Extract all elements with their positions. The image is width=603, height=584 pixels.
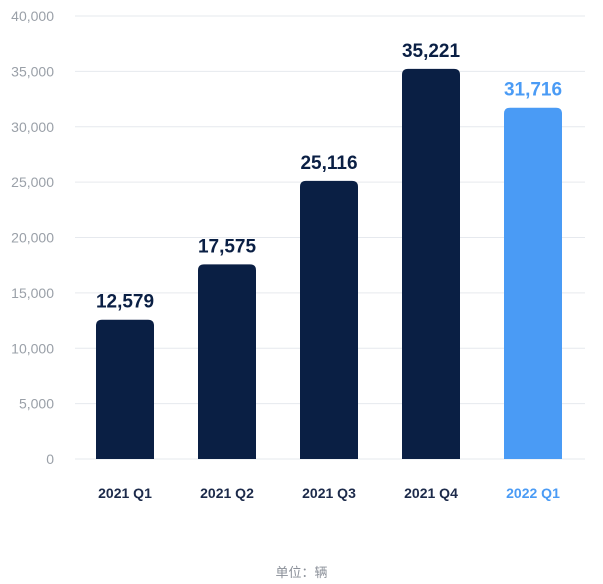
bar — [402, 68, 460, 459]
y-tick-label: 35,000 — [11, 63, 54, 79]
bar — [96, 319, 154, 459]
y-tick-label: 10,000 — [11, 340, 54, 356]
bar-value-label: 17,575 — [198, 236, 257, 257]
y-tick-label: 30,000 — [11, 119, 54, 135]
bar-value-label: 12,579 — [96, 292, 154, 313]
x-tick-label: 2021 Q1 — [98, 485, 152, 501]
y-tick-label: 40,000 — [11, 8, 54, 24]
bar — [198, 264, 256, 459]
y-tick-label: 25,000 — [11, 174, 54, 190]
y-tick-label: 20,000 — [11, 230, 54, 246]
y-tick-label: 0 — [46, 451, 54, 467]
bar-value-label: 25,116 — [300, 153, 357, 174]
x-tick-label: 2021 Q2 — [200, 485, 254, 501]
bar — [504, 107, 562, 459]
unit-note: 单位：辆 — [275, 565, 328, 580]
x-tick-label: 2022 Q1 — [506, 485, 560, 501]
y-tick-label: 15,000 — [11, 285, 54, 301]
bar-value-label: 35,221 — [402, 41, 461, 62]
x-tick-label: 2021 Q4 — [404, 485, 458, 501]
bar — [300, 180, 358, 459]
bar-value-label: 31,716 — [504, 80, 562, 101]
y-tick-label: 5,000 — [19, 396, 54, 412]
x-tick-label: 2021 Q3 — [302, 485, 356, 501]
